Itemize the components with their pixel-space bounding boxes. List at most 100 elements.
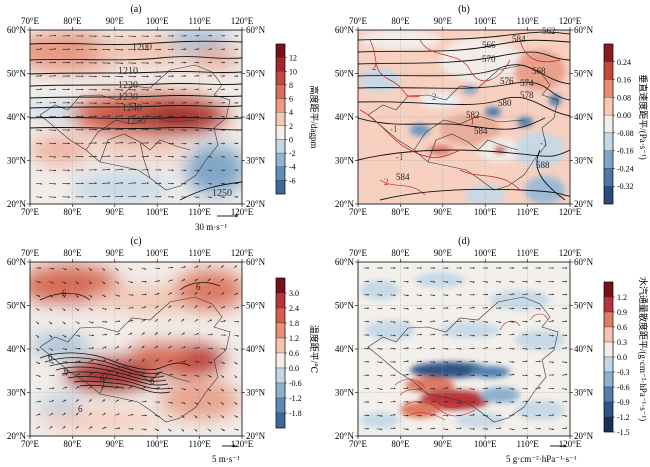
lon-tick-label: 70°E bbox=[21, 439, 40, 449]
lon-tick-label: 110°E bbox=[188, 207, 211, 217]
lat-tick-label: 40°N bbox=[335, 344, 355, 354]
lat-tick-label: 20°N bbox=[7, 199, 27, 209]
panel-d: (d) bbox=[357, 236, 649, 464]
contour-label: 6 bbox=[100, 374, 105, 384]
colorbar-tick-label: 0.6 bbox=[289, 349, 299, 358]
panel-c-temperature-contours bbox=[39, 282, 221, 394]
panel-a-grid bbox=[30, 30, 242, 204]
colorbar-segment bbox=[603, 168, 614, 187]
panel-c-shading bbox=[30, 265, 242, 432]
colorbar-tick-label: 0.0 bbox=[289, 364, 299, 373]
colorbar-segment bbox=[275, 352, 286, 369]
lat-tick-label: 30°N bbox=[246, 156, 266, 166]
lon-tick-label: 80°E bbox=[63, 439, 82, 449]
contour-label: 574 bbox=[520, 78, 534, 88]
panel-c-wind-vectors bbox=[35, 265, 240, 432]
lon-tick-label: 100°E bbox=[146, 439, 169, 449]
contour-label: 570 bbox=[482, 54, 496, 64]
lon-tick-label: 120°E bbox=[231, 439, 254, 449]
lat-tick-label: 60°N bbox=[574, 25, 594, 35]
panel-b-shading bbox=[360, 30, 565, 204]
vector-key-label: 5 g·cm⁻²·hPa⁻¹·s⁻¹ bbox=[506, 454, 577, 464]
colorbar-tick-label: -1.8 bbox=[289, 409, 302, 418]
lat-tick-label: 60°N bbox=[246, 257, 266, 267]
lon-tick-label: 90°E bbox=[106, 207, 125, 217]
lat-tick-label: 40°N bbox=[246, 344, 266, 354]
colorbar-segment bbox=[603, 61, 614, 80]
contour-label: 580 bbox=[498, 98, 512, 108]
colorbar-tick-label: -4 bbox=[289, 163, 296, 172]
panel-d-red-contours bbox=[394, 313, 549, 421]
contour-label: 576 bbox=[500, 76, 514, 86]
contour-label: 578 bbox=[520, 90, 534, 100]
contour-label: 588 bbox=[536, 160, 550, 170]
lon-tick-label: 100°E bbox=[474, 248, 497, 258]
lat-tick-label: 40°N bbox=[7, 344, 27, 354]
lat-tick-label: 60°N bbox=[335, 257, 355, 267]
lon-tick-label: 110°E bbox=[516, 16, 539, 26]
lon-tick-label: 70°E bbox=[21, 16, 40, 26]
lon-tick-label: 90°E bbox=[106, 248, 125, 258]
panel-c-colorbar: 3.0 2.4 1.8 1.2 0.6 0.0 -0.6 -1.2 -1.8 温度距平/℃ bbox=[275, 277, 320, 429]
colorbar-segment bbox=[603, 311, 614, 328]
lat-tick-label: 40°N bbox=[574, 344, 594, 354]
colorbar-segment bbox=[603, 296, 614, 313]
colorbar-tick-label: -0.32 bbox=[617, 182, 634, 191]
contour-label: 1250 bbox=[126, 116, 146, 127]
colorbar-tick-label: -1.2 bbox=[617, 413, 630, 422]
contour-label: 2 bbox=[372, 62, 377, 72]
colorbar-tick-label: 12 bbox=[289, 54, 297, 63]
colorbar-tick-label: 4 bbox=[289, 108, 293, 117]
contour-label: 1200 bbox=[132, 42, 152, 53]
contour-label: -1 bbox=[396, 152, 404, 162]
contour-label: 562 bbox=[542, 26, 556, 36]
lat-tick-label: 40°N bbox=[246, 112, 266, 122]
colorbar-tick-label: 0.08 bbox=[617, 93, 631, 102]
lon-tick-label: 100°E bbox=[474, 439, 497, 449]
panel-b-red-labels: 2 2 -1 -1 2 1 -1 bbox=[372, 62, 548, 187]
colorbar-segment bbox=[603, 43, 614, 62]
panel-c-grid bbox=[30, 262, 242, 436]
lat-tick-label: 50°N bbox=[335, 301, 355, 311]
lon-tick-label: 100°E bbox=[146, 207, 169, 217]
lon-tick-label: 70°E bbox=[349, 439, 368, 449]
colorbar-segment bbox=[603, 326, 614, 343]
contour-label: 1250 bbox=[212, 188, 232, 199]
colorbar-tick-label: 1.2 bbox=[289, 334, 299, 343]
lat-tick-label: 30°N bbox=[7, 156, 27, 166]
colorbar-tick-label: -2 bbox=[289, 149, 296, 158]
colorbar-tick-label: -0.16 bbox=[617, 147, 634, 156]
panel-d-china-border bbox=[367, 296, 559, 423]
colorbar-segment bbox=[603, 186, 614, 205]
colorbar-segment bbox=[275, 292, 286, 309]
colorbar-tick-label: -6 bbox=[289, 176, 296, 185]
contour-label: 6 bbox=[78, 404, 83, 414]
colorbar-segment bbox=[275, 152, 286, 167]
lat-tick-label: 60°N bbox=[246, 25, 266, 35]
lon-tick-label: 70°E bbox=[349, 16, 368, 26]
lon-tick-label: 80°E bbox=[63, 207, 82, 217]
contour-label: 1210 bbox=[118, 66, 138, 77]
colorbar-tick-label: 2.4 bbox=[289, 304, 299, 313]
colorbar-tick-label: -1.2 bbox=[289, 394, 302, 403]
colorbar-tick-label: 0.9 bbox=[617, 308, 627, 317]
panel-c-contour-labels: 6 6 6 6 6 6 6 bbox=[48, 282, 201, 414]
lon-tick-label: 70°E bbox=[349, 248, 368, 258]
colorbar-segment bbox=[275, 322, 286, 339]
contour-label: 1220 bbox=[118, 80, 138, 91]
colorbar-segment bbox=[275, 337, 286, 354]
colorbar-tick-label: -0.24 bbox=[617, 164, 634, 173]
lon-tick-label: 90°E bbox=[106, 439, 125, 449]
contour-label: 584 bbox=[512, 34, 526, 44]
lat-tick-label: 30°N bbox=[335, 156, 355, 166]
colorbar-segment bbox=[275, 180, 286, 195]
lat-tick-label: 50°N bbox=[246, 301, 266, 311]
colorbar-segment bbox=[603, 371, 614, 388]
colorbar-segment bbox=[275, 125, 286, 140]
contour-label: 6 bbox=[150, 376, 155, 386]
lon-tick-label: 120°E bbox=[231, 16, 254, 26]
lon-tick-label: 120°E bbox=[559, 16, 582, 26]
panel-b-china-border bbox=[367, 64, 559, 191]
colorbar-tick-label: 1.2 bbox=[617, 293, 627, 302]
